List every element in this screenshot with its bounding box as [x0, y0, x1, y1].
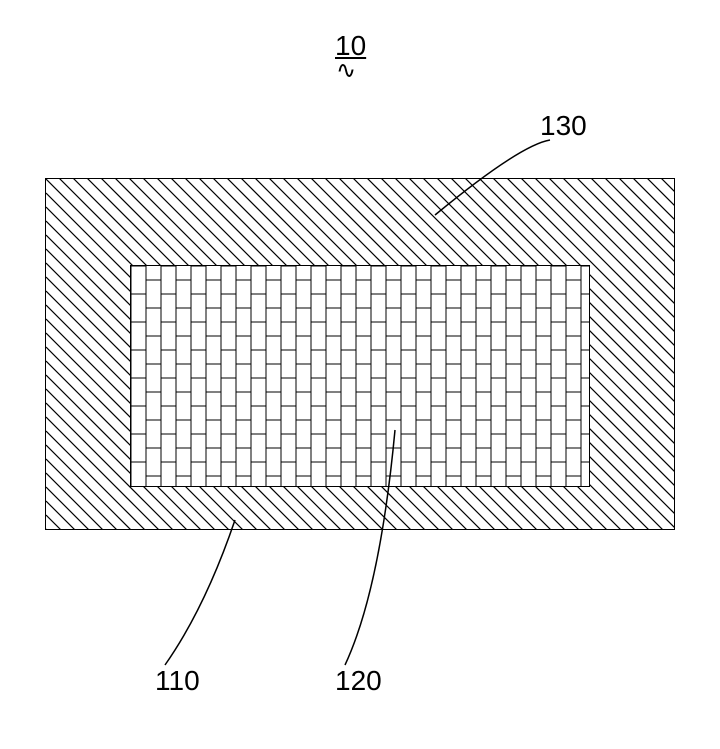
inner-brick-svg — [131, 266, 590, 487]
diagram-stage: 10 ∿ 130 120 110 — [0, 0, 720, 749]
callout-label-110: 110 — [155, 665, 200, 697]
inner-region — [130, 265, 590, 487]
figure-number-tilde: ∿ — [336, 56, 356, 85]
callout-label-120: 120 — [335, 665, 382, 697]
callout-label-130: 130 — [540, 110, 587, 142]
